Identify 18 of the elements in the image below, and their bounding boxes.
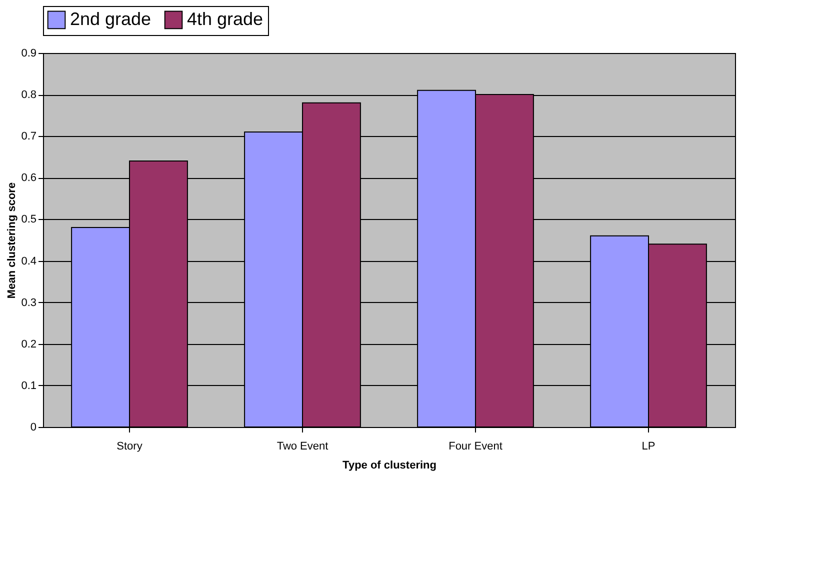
legend-label: 2nd grade	[70, 8, 152, 29]
x-tick-label: LP	[642, 440, 656, 452]
x-tick-label: Two Event	[276, 440, 328, 452]
y-tick-label: 0.1	[21, 380, 36, 392]
x-tick-label: Four Event	[448, 440, 502, 452]
y-tick-label: 0	[30, 422, 36, 434]
y-tick-label: 0.6	[21, 172, 36, 184]
x-tick-label: Story	[116, 440, 143, 452]
y-tick-label: 0.3	[21, 296, 36, 309]
x-axis-title: Type of clustering	[342, 460, 436, 472]
y-tick-label: 0.8	[21, 89, 36, 102]
y-tick-label: 0.2	[21, 338, 36, 350]
y-tick-label: 0.4	[21, 255, 36, 268]
y-tick-label: 0.5	[21, 214, 36, 226]
legend-label: 4th grade	[187, 8, 264, 29]
y-axis-title: Mean clustering score	[6, 182, 18, 299]
y-tick-label: 0.7	[21, 130, 36, 143]
y-tick-label: 0.9	[21, 48, 36, 60]
